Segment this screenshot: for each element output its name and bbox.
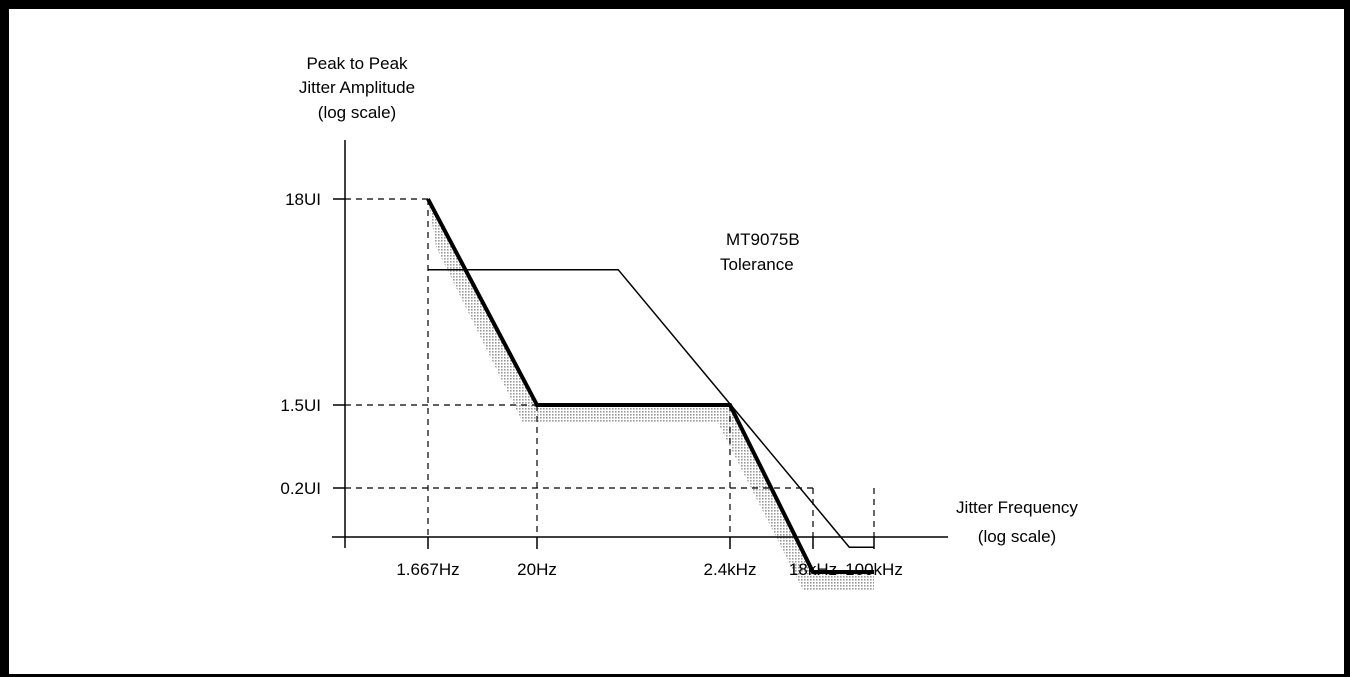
x-axis-title-line-1: Jitter Frequency xyxy=(956,498,1078,517)
y-axis-title-line-1: Peak to Peak xyxy=(306,54,408,73)
y-tick-labels: 18UI 1.5UI 0.2UI xyxy=(280,190,321,498)
axes-layer xyxy=(332,140,948,549)
mt9075b-tolerance-line xyxy=(428,268,874,548)
x-axis-title-line-2: (log scale) xyxy=(978,527,1056,546)
y-tick-label: 0.2UI xyxy=(280,479,321,498)
x-tick-label: 100kHz xyxy=(845,560,903,579)
series-layer xyxy=(426,198,874,574)
x-tick-label: 20Hz xyxy=(517,560,557,579)
tolerance-annotation-line-2: Tolerance xyxy=(720,255,794,274)
x-tick-label: 18kHz xyxy=(789,560,837,579)
shaded-margin-region xyxy=(428,199,874,591)
y-tick-label: 1.5UI xyxy=(280,396,321,415)
y-tick-label: 18UI xyxy=(285,190,321,209)
y-axis-title-line-3: (log scale) xyxy=(318,103,396,122)
x-tick-label: 1.667Hz xyxy=(396,560,459,579)
jitter-mask-line xyxy=(426,198,874,574)
x-tick-label: 2.4kHz xyxy=(704,560,757,579)
shaded-region-layer xyxy=(428,199,874,591)
y-axis-title-line-2: Jitter Amplitude xyxy=(299,78,415,97)
tolerance-annotation-line-1: MT9075B xyxy=(726,230,800,249)
x-tick-labels: 1.667Hz 20Hz 2.4kHz 18kHz 100kHz xyxy=(396,560,902,579)
dashed-guides-layer xyxy=(345,198,875,537)
